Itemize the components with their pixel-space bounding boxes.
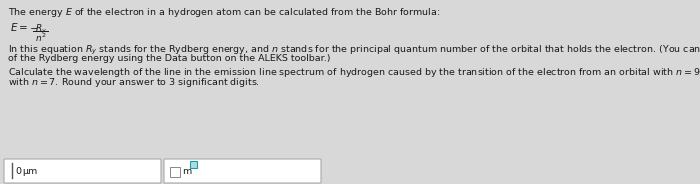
FancyBboxPatch shape: [164, 159, 321, 183]
Text: μm: μm: [22, 167, 37, 176]
Text: Calculate the wavelength of the line in the emission line spectrum of hydrogen c: Calculate the wavelength of the line in …: [8, 66, 700, 79]
Text: with $n$ = 7. Round your answer to 3 significant digits.: with $n$ = 7. Round your answer to 3 sig…: [8, 76, 260, 89]
Text: The energy $E$ of the electron in a hydrogen atom can be calculated from the Boh: The energy $E$ of the electron in a hydr…: [8, 6, 440, 19]
Text: $R_y$: $R_y$: [35, 23, 47, 36]
Text: of the Rydberg energy using the Data button on the ALEKS toolbar.): of the Rydberg energy using the Data but…: [8, 54, 330, 63]
Text: $n^2$: $n^2$: [35, 32, 46, 44]
Text: In this equation $R_y$ stands for the Rydberg energy, and $n$ stands for the pri: In this equation $R_y$ stands for the Ry…: [8, 44, 700, 57]
FancyBboxPatch shape: [169, 167, 179, 176]
Text: $E=$: $E=$: [10, 21, 28, 33]
FancyBboxPatch shape: [4, 159, 161, 183]
Text: 0: 0: [15, 167, 21, 176]
Text: m: m: [182, 167, 191, 176]
FancyBboxPatch shape: [190, 161, 197, 168]
Text: $-$: $-$: [29, 22, 38, 32]
